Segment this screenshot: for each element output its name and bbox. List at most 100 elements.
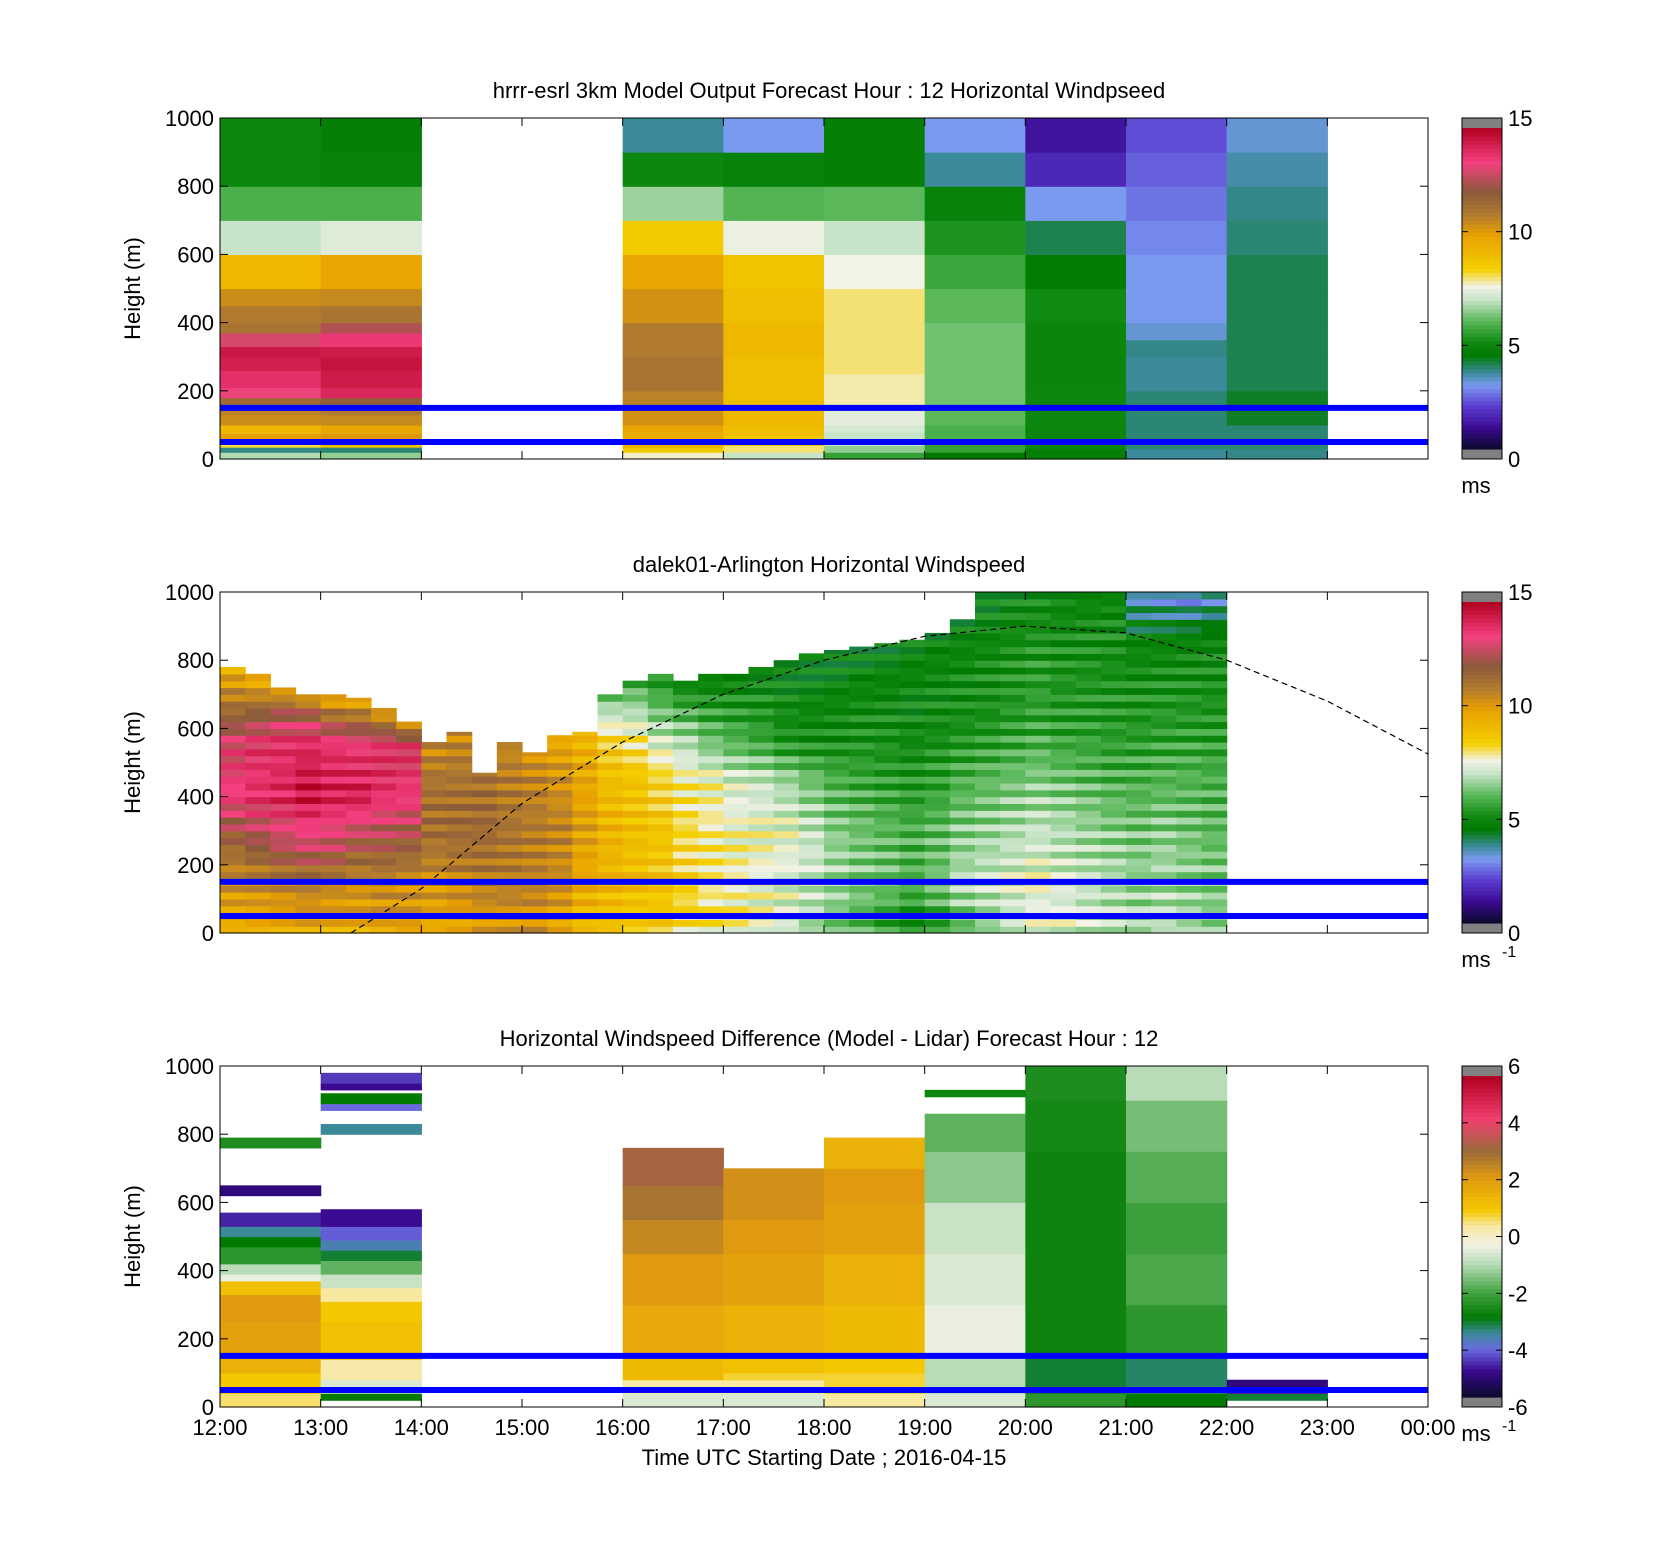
heatmap-cell — [1151, 707, 1177, 716]
heatmap-cell — [975, 728, 1001, 736]
heatmap-cell — [647, 748, 674, 757]
heatmap-cell — [924, 823, 951, 832]
heatmap-cell — [723, 424, 825, 436]
heatmap-cell — [949, 817, 976, 825]
heatmap-cell — [446, 735, 473, 743]
heatmap-cell — [320, 707, 347, 716]
heatmap-cell — [220, 864, 246, 873]
colorbar-swatch — [1462, 308, 1502, 314]
heatmap-cell — [270, 742, 297, 750]
heatmap-cell — [1201, 653, 1228, 661]
heatmap-cell — [245, 776, 271, 784]
heatmap-cell — [1201, 626, 1228, 634]
heatmap-cell — [647, 830, 674, 839]
heatmap-cell — [773, 687, 800, 695]
heatmap-cell — [924, 407, 1026, 426]
heatmap-cell — [320, 714, 347, 723]
heatmap-cell — [1025, 735, 1052, 743]
x-tick-label: 16:00 — [595, 1415, 650, 1440]
heatmap-cell — [824, 1355, 926, 1374]
colorbar-swatch — [1462, 1356, 1502, 1362]
heatmap-cell — [371, 844, 397, 852]
heatmap-cell — [824, 864, 850, 873]
heatmap-cell — [874, 796, 901, 805]
heatmap-cell — [824, 373, 926, 399]
heatmap-cell — [622, 782, 649, 791]
heatmap-cell — [220, 1321, 322, 1357]
heatmap-cell — [874, 898, 901, 907]
heatmap-cell — [1075, 857, 1102, 866]
heatmap-cell — [924, 851, 951, 859]
heatmap-cell — [622, 254, 724, 290]
colorbar-swatch — [1462, 248, 1502, 253]
heatmap-cell — [899, 639, 926, 648]
colorbar-swatch — [1462, 722, 1502, 727]
heatmap-cell — [924, 639, 951, 648]
colorbar-swatch — [1462, 874, 1502, 880]
heatmap-cell — [1151, 721, 1177, 729]
colorbar-swatch — [1462, 1148, 1502, 1153]
heatmap-cell — [320, 397, 422, 409]
heatmap-cell — [496, 810, 523, 818]
heatmap-cell — [471, 871, 498, 880]
heatmap-cell — [320, 1072, 422, 1084]
heatmap-cell — [320, 857, 347, 866]
heatmap-cell — [1201, 694, 1228, 702]
heatmap-cell — [1100, 694, 1127, 702]
heatmap-cell — [1100, 605, 1127, 614]
heatmap-cell — [824, 892, 850, 900]
colorbar-swatch — [1462, 168, 1502, 173]
colorbar-swatch — [1462, 870, 1502, 876]
heatmap-cell — [874, 776, 901, 784]
colorbar-swatch — [1462, 1100, 1502, 1105]
heatmap-cell — [899, 680, 926, 689]
heatmap-cell — [899, 755, 926, 764]
heatmap-cell — [723, 796, 750, 805]
heatmap-cell — [874, 728, 901, 736]
heatmap-cell — [798, 694, 825, 702]
heatmap-cell — [396, 769, 422, 777]
heatmap-cell — [1025, 619, 1052, 627]
heatmap-cell — [345, 926, 372, 934]
heatmap-cell — [899, 796, 926, 805]
colorbar-swatch — [1462, 1232, 1502, 1238]
colorbar-swatch — [1462, 634, 1502, 639]
heatmap-cell — [572, 817, 599, 825]
heatmap-cell — [496, 926, 523, 934]
colorbar-swatch — [1462, 1208, 1502, 1214]
heatmap-cell — [245, 755, 271, 764]
heatmap-cell — [798, 748, 825, 757]
heatmap-cell — [1025, 152, 1127, 187]
heatmap-cell — [849, 728, 875, 736]
heatmap-cell — [975, 646, 1001, 654]
heatmap-cell — [320, 851, 347, 859]
heatmap-cell — [1176, 796, 1203, 805]
heatmap-cell — [1000, 612, 1026, 620]
heatmap-cell — [1126, 728, 1152, 736]
heatmap-cell — [1000, 919, 1026, 927]
heatmap-cell — [295, 721, 322, 729]
heatmap-cell — [723, 152, 825, 187]
heatmap-cell — [773, 762, 800, 770]
heatmap-cell — [748, 864, 775, 873]
colorbar-swatch — [1462, 850, 1502, 856]
heatmap-cell — [446, 789, 473, 798]
heatmap-cell — [748, 769, 775, 777]
heatmap-cell — [320, 220, 422, 255]
heatmap-cell — [975, 905, 1001, 914]
heatmap-cell — [371, 728, 397, 736]
heatmap-cell — [320, 837, 347, 845]
colorbar-swatch — [1462, 1128, 1502, 1133]
heatmap-cell — [270, 796, 297, 805]
heatmap-cell — [496, 817, 523, 825]
heatmap-cell — [1151, 892, 1177, 900]
heatmap-cell — [220, 728, 246, 736]
heatmap-cell — [270, 694, 297, 702]
heatmap-cell — [622, 776, 649, 784]
heatmap-cell — [1000, 823, 1026, 832]
heatmap-cell — [1050, 742, 1077, 750]
colorbar-swatch — [1462, 1092, 1502, 1097]
heatmap-cell — [622, 390, 724, 409]
heatmap-cell — [723, 687, 750, 695]
heatmap-cell — [723, 857, 750, 866]
